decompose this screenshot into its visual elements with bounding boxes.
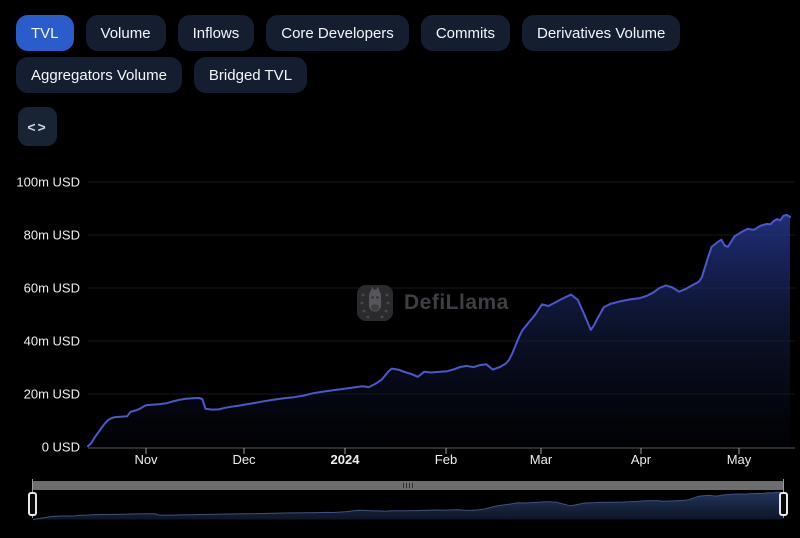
tab-derivatives-volume[interactable]: Derivatives Volume: [521, 15, 681, 51]
x-axis-label: 2024: [330, 452, 360, 467]
x-axis-label: Mar: [529, 452, 553, 467]
x-axis-label: Feb: [434, 452, 458, 467]
y-axis-label: 60m USD: [23, 280, 80, 296]
tvl-line-path: [87, 213, 791, 448]
brush-grip-icon: [403, 483, 413, 488]
tab-bridged-tvl[interactable]: Bridged TVL: [193, 57, 308, 93]
y-axis-label: 0 USD: [41, 439, 80, 455]
tab-core-developers[interactable]: Core Developers: [266, 15, 409, 51]
embed-code-icon: <>: [27, 118, 48, 135]
tab-aggregators-volume[interactable]: Aggregators Volume: [16, 57, 182, 93]
tab-inflows[interactable]: Inflows: [177, 15, 255, 51]
tvl-area-path: [88, 214, 790, 447]
metric-tabs-row-1: TVL Volume Inflows Core Developers Commi…: [16, 15, 681, 51]
x-axis-label: Apr: [630, 452, 652, 467]
tab-commits[interactable]: Commits: [420, 15, 510, 51]
tab-volume[interactable]: Volume: [85, 15, 166, 51]
x-axis-ticks: [145, 448, 740, 454]
brush-left-handle[interactable]: [28, 492, 37, 516]
embed-chart-button[interactable]: <>: [18, 107, 57, 146]
metric-tabs-row-2: Aggregators Volume Bridged TVL: [16, 57, 308, 93]
y-axis-label: 100m USD: [16, 174, 80, 190]
brush-drag-bar[interactable]: [33, 481, 783, 490]
y-axis-label: 20m USD: [23, 386, 80, 402]
y-axis-label: 40m USD: [23, 333, 80, 349]
x-axis-label: Nov: [134, 452, 158, 467]
brush-mini-line-path: [32, 491, 784, 520]
tab-tvl[interactable]: TVL: [16, 15, 74, 51]
brush-mini-area-path: [33, 492, 783, 520]
y-axis-label: 80m USD: [23, 227, 80, 243]
x-axis-label: May: [726, 452, 752, 467]
x-axis-label: Dec: [232, 452, 256, 467]
brush-right-handle[interactable]: [779, 492, 788, 516]
